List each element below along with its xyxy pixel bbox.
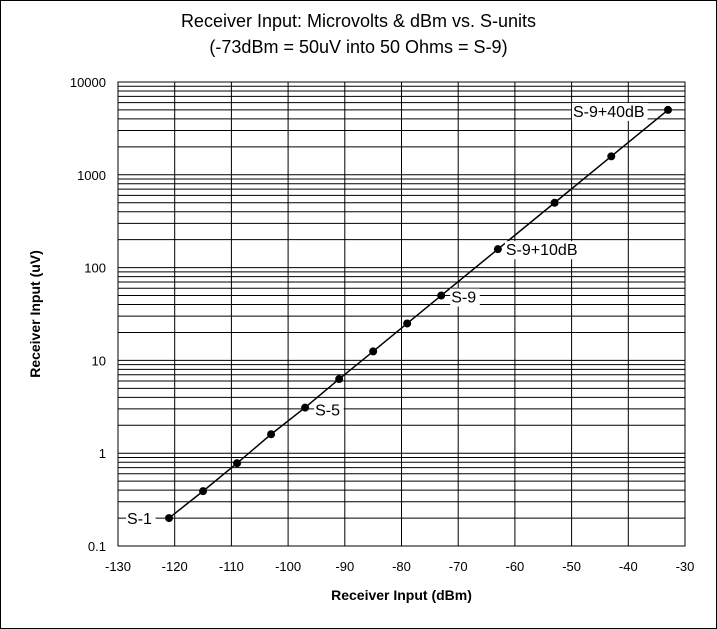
data-point	[165, 514, 174, 523]
chart-title: Receiver Input: Microvolts & dBm vs. S-u…	[180, 11, 537, 31]
y-axis-label: Receiver Input (uV)	[27, 250, 43, 378]
y-tick-label: 100	[84, 261, 106, 276]
annotation-background	[571, 102, 648, 121]
y-tick-label: 10	[92, 353, 106, 368]
x-tick-label: -120	[162, 559, 188, 574]
data-point	[335, 375, 344, 384]
data-point	[233, 459, 242, 468]
x-tick-label: -90	[335, 559, 354, 574]
x-tick-label: -130	[105, 559, 131, 574]
x-tick-label: -70	[449, 559, 468, 574]
y-tick-label: 10000	[70, 75, 106, 90]
y-tick-label: 0.1	[88, 539, 106, 554]
x-axis-label: Receiver Input (dBm)	[331, 587, 472, 603]
x-tick-label: -80	[392, 559, 411, 574]
data-point	[493, 245, 502, 254]
annotation-label: S-9+40dB	[573, 104, 645, 121]
x-tick-label: -40	[619, 559, 638, 574]
annotation-background	[504, 241, 581, 260]
data-point	[607, 152, 616, 161]
x-tick-label: -50	[562, 559, 581, 574]
data-point	[437, 291, 446, 300]
x-tick-label: -30	[676, 559, 695, 574]
data-point	[369, 347, 378, 356]
data-point	[267, 430, 276, 439]
plot-border	[117, 81, 686, 547]
data-point	[199, 487, 208, 496]
data-point	[663, 105, 672, 114]
data-point	[301, 403, 310, 412]
y-tick-label: 1	[99, 446, 106, 461]
data-point	[550, 198, 559, 207]
x-tick-label: -110	[219, 559, 244, 574]
annotation-background	[450, 288, 480, 307]
y-tick-label: 1000	[77, 168, 106, 183]
annotation-label: S-1	[127, 511, 152, 528]
x-tick-label: -100	[275, 559, 301, 574]
data-point	[403, 319, 412, 328]
annotation-background	[314, 401, 344, 420]
series-line	[168, 109, 669, 519]
annotation-background	[126, 510, 156, 529]
annotation-label: S-5	[315, 403, 340, 420]
annotation-label: S-9+10dB	[506, 242, 578, 259]
x-tick-label: -60	[506, 559, 525, 574]
chart-subtitle: (-73dBm = 50uV into 50 Ohms = S-9)	[209, 37, 508, 57]
annotation-label: S-9	[451, 290, 476, 307]
